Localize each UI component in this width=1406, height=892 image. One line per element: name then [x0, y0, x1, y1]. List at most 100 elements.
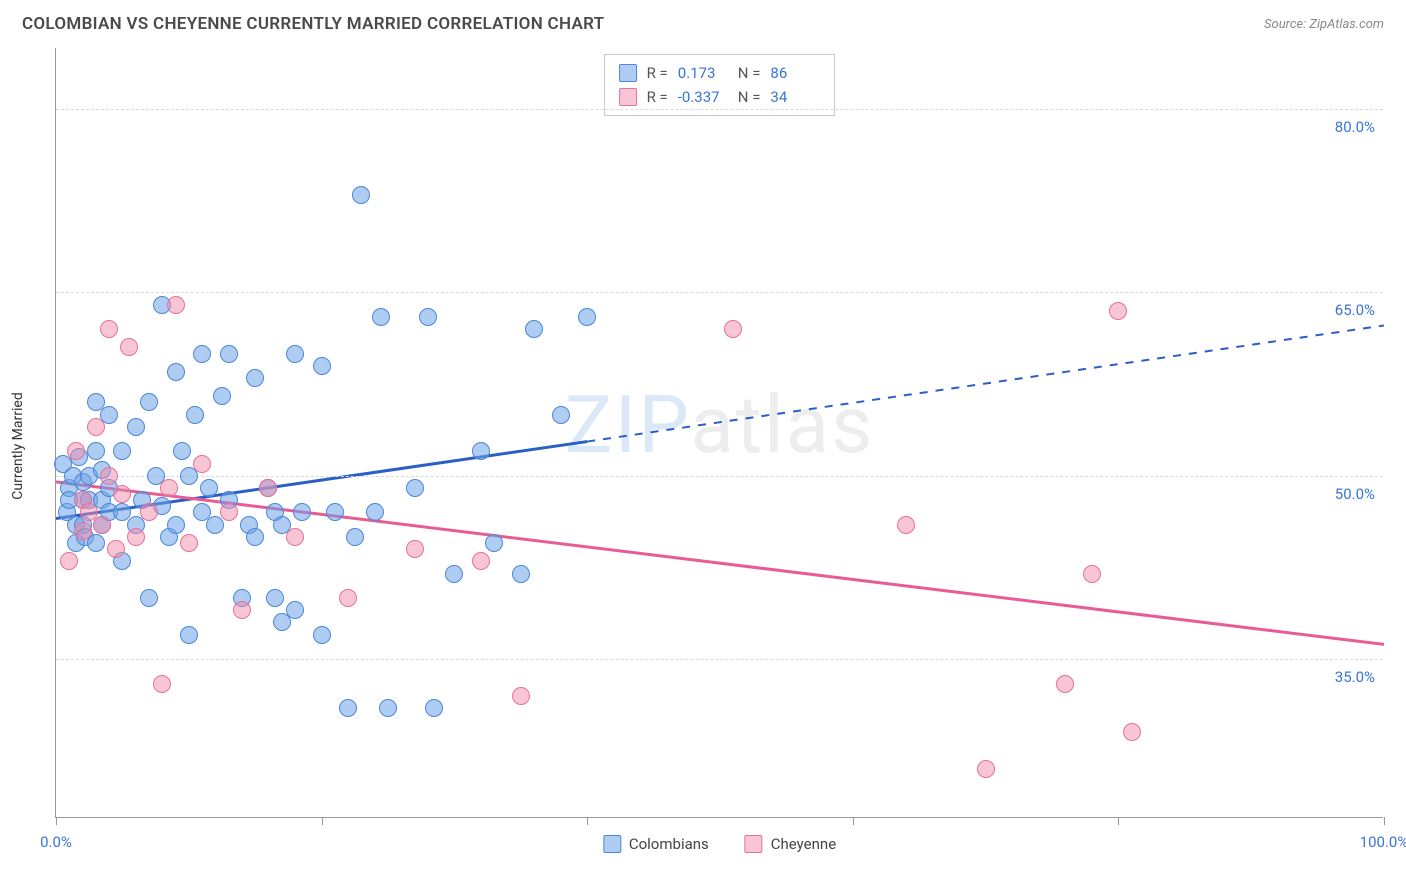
data-point — [724, 320, 742, 338]
x-tick-label: 0.0% — [40, 833, 72, 851]
scatter-chart: ZIPatlas R = 0.173 N = 86 R = -0.337 N =… — [55, 48, 1383, 818]
swatch-icon — [619, 64, 637, 82]
x-tick — [853, 817, 854, 825]
x-tick — [1384, 817, 1385, 825]
data-point — [200, 479, 218, 497]
data-point — [87, 418, 105, 436]
data-point — [167, 363, 185, 381]
data-point — [193, 345, 211, 363]
data-point — [167, 296, 185, 314]
data-point — [406, 540, 424, 558]
data-point — [233, 601, 251, 619]
y-tick-label: 50.0% — [1335, 485, 1375, 503]
data-point — [352, 186, 370, 204]
data-point — [266, 589, 284, 607]
y-tick-label: 65.0% — [1335, 301, 1375, 319]
data-point — [140, 393, 158, 411]
data-point — [113, 485, 131, 503]
data-point — [127, 418, 145, 436]
data-point — [67, 442, 85, 460]
data-point — [127, 528, 145, 546]
legend-item-cheyenne: Cheyenne — [745, 835, 836, 853]
gridline — [56, 292, 1383, 293]
x-tick — [56, 817, 57, 825]
data-point — [107, 540, 125, 558]
x-tick — [587, 817, 588, 825]
data-point — [1109, 302, 1127, 320]
data-point — [220, 503, 238, 521]
gridline — [56, 109, 1383, 110]
x-tick-label: 100.0% — [1360, 833, 1406, 851]
swatch-icon — [619, 88, 637, 106]
y-axis-label: Currently Married — [10, 392, 26, 499]
data-point — [1123, 723, 1141, 741]
data-point — [180, 534, 198, 552]
correlation-legend: R = 0.173 N = 86 R = -0.337 N = 34 — [604, 54, 836, 116]
data-point — [74, 522, 92, 540]
data-point — [313, 626, 331, 644]
data-point — [113, 442, 131, 460]
data-point — [512, 565, 530, 583]
data-point — [1083, 565, 1101, 583]
data-point — [140, 589, 158, 607]
legend-row-colombians: R = 0.173 N = 86 — [619, 61, 821, 85]
data-point — [339, 699, 357, 717]
x-tick — [1118, 817, 1119, 825]
gridline — [56, 659, 1383, 660]
data-point — [897, 516, 915, 534]
data-point — [445, 565, 463, 583]
legend-item-colombians: Colombians — [603, 835, 709, 853]
data-point — [186, 406, 204, 424]
data-point — [525, 320, 543, 338]
data-point — [406, 479, 424, 497]
data-point — [180, 626, 198, 644]
data-point — [313, 357, 331, 375]
data-point — [1056, 675, 1074, 693]
data-point — [372, 308, 390, 326]
data-point — [472, 552, 490, 570]
data-point — [259, 479, 277, 497]
chart-title: COLOMBIAN VS CHEYENNE CURRENTLY MARRIED … — [22, 14, 604, 34]
data-point — [286, 601, 304, 619]
data-point — [578, 308, 596, 326]
data-point — [100, 320, 118, 338]
data-point — [193, 455, 211, 473]
data-point — [425, 699, 443, 717]
data-point — [472, 442, 490, 460]
data-point — [140, 503, 158, 521]
series-legend: Colombians Cheyenne — [603, 835, 836, 853]
data-point — [87, 534, 105, 552]
data-point — [167, 516, 185, 534]
data-point — [293, 503, 311, 521]
data-point — [379, 699, 397, 717]
gridline — [56, 476, 1383, 477]
data-point — [339, 589, 357, 607]
data-point — [100, 467, 118, 485]
data-point — [552, 406, 570, 424]
data-point — [93, 516, 111, 534]
legend-row-cheyenne: R = -0.337 N = 34 — [619, 85, 821, 109]
data-point — [220, 345, 238, 363]
data-point — [153, 675, 171, 693]
x-tick — [322, 817, 323, 825]
data-point — [60, 552, 78, 570]
data-point — [120, 338, 138, 356]
data-point — [366, 503, 384, 521]
swatch-icon — [745, 835, 763, 853]
data-point — [286, 528, 304, 546]
data-point — [512, 687, 530, 705]
data-point — [87, 442, 105, 460]
y-tick-label: 80.0% — [1335, 118, 1375, 136]
data-point — [346, 528, 364, 546]
data-point — [160, 479, 178, 497]
trend-lines — [56, 48, 1384, 818]
source-attribution: Source: ZipAtlas.com — [1264, 17, 1384, 32]
swatch-icon — [603, 835, 621, 853]
data-point — [326, 503, 344, 521]
data-point — [485, 534, 503, 552]
data-point — [419, 308, 437, 326]
data-point — [173, 442, 191, 460]
y-tick-label: 35.0% — [1335, 668, 1375, 686]
data-point — [286, 345, 304, 363]
data-point — [246, 528, 264, 546]
